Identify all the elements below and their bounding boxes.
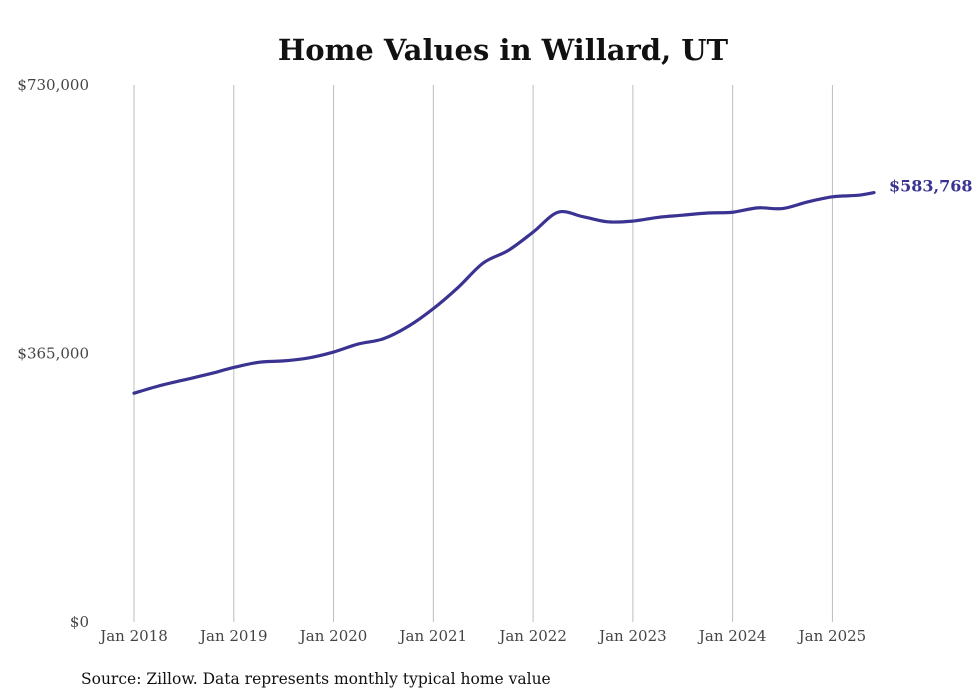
x-tick-label: Jan 2019 [198, 627, 268, 645]
x-tick-label: Jan 2020 [298, 627, 368, 645]
grid-lines [133, 85, 833, 622]
x-axis: Jan 2018 Jan 2019 Jan 2020 Jan 2021 Jan 2022… [98, 627, 866, 645]
x-tick-label: Jan 2024 [697, 627, 767, 645]
x-tick-label: Jan 2018 [98, 627, 168, 645]
y-tick-label: $0 [70, 613, 89, 631]
y-tick-label: $365,000 [17, 345, 89, 363]
x-tick-label: Jan 2025 [797, 627, 867, 645]
y-tick-label: $730,000 [17, 76, 89, 94]
x-tick-label: Jan 2023 [597, 627, 667, 645]
y-axis: $0 $365,000 $730,000 [17, 76, 89, 631]
x-tick-label: Jan 2021 [398, 627, 468, 645]
x-tick-label: Jan 2022 [497, 627, 567, 645]
plot-area: $583,768 [132, 177, 973, 395]
series-line [132, 190, 876, 395]
chart-title: Home Values in Willard, UT [278, 33, 729, 67]
source-note: Source: Zillow. Data represents monthly … [81, 670, 551, 688]
end-value-label: $583,768 [889, 177, 973, 196]
